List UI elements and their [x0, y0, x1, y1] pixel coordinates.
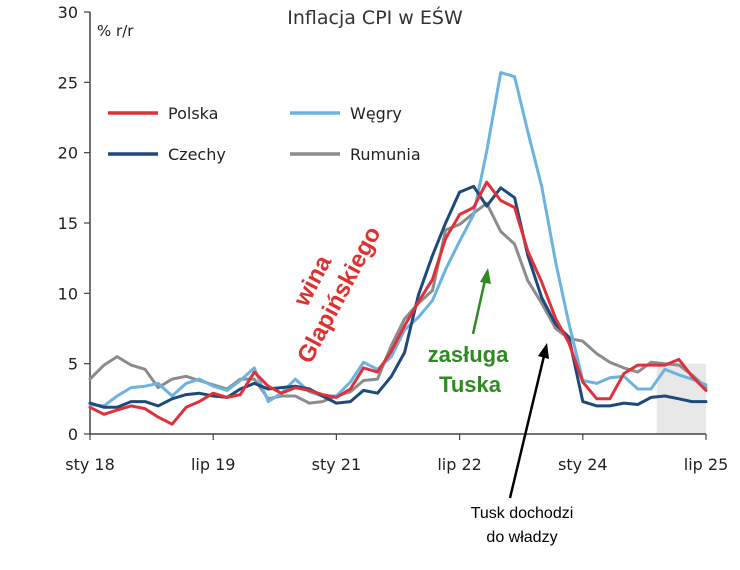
y-tick-label: 15: [58, 214, 78, 233]
x-tick-label: sty 24: [558, 455, 608, 474]
annotation-zasluga-arrow-line: [471, 279, 487, 335]
annotation-tusk-line2: do władzy: [486, 529, 557, 546]
legend-label-polska: Polska: [168, 104, 218, 123]
x-tick-label: lip 22: [437, 455, 482, 474]
axes-layer: 0 5 10 15 20 25 30 sty 18 lip 19 sty 21 lip 22 sty …: [58, 3, 729, 474]
x-tick-label: lip 25: [684, 455, 729, 474]
y-tick-label: 0: [68, 425, 78, 444]
x-tick-label: sty 21: [312, 455, 362, 474]
legend-label-węgry: Węgry: [350, 104, 402, 123]
annotation-zasluga-line2: Tuska: [439, 372, 502, 397]
series-line-węgry: [88, 71, 708, 408]
annotation-tusk-dochodzi: Tusk dochodzi do władzy: [471, 343, 574, 546]
y-axis-unit-label: % r/r: [97, 22, 134, 40]
series-line-czechy: [88, 184, 708, 409]
legend-label-czechy: Czechy: [168, 145, 226, 164]
chart-title: Inflacja CPI w EŚW: [287, 5, 463, 29]
annotation-tusk-arrow-line: [508, 355, 546, 499]
legend: Polska Węgry Czechy Rumunia: [108, 104, 421, 164]
annotation-wina-glapinskiego: wina Glapińskiego: [288, 222, 387, 368]
annotation-zasluga-tuska: zasługa Tuska: [428, 268, 509, 397]
annotation-tusk-arrow-head: [538, 343, 549, 359]
series-line-rumunia: [88, 201, 708, 405]
x-tick-label: lip 19: [191, 455, 236, 474]
annotation-zasluga-line1: zasługa: [428, 342, 509, 367]
series-layer: [88, 71, 708, 426]
y-tick-label: 25: [58, 73, 78, 92]
series-line-polska: [88, 180, 708, 426]
y-tick-label: 30: [58, 3, 78, 22]
annotation-zasluga-arrow-head: [480, 268, 491, 284]
y-tick-label: 20: [58, 144, 78, 163]
y-tick-label: 5: [68, 355, 78, 374]
x-tick-label: sty 18: [65, 455, 115, 474]
y-tick-label: 10: [58, 284, 78, 303]
legend-label-rumunia: Rumunia: [350, 145, 421, 164]
annotation-tusk-line1: Tusk dochodzi: [471, 505, 574, 522]
